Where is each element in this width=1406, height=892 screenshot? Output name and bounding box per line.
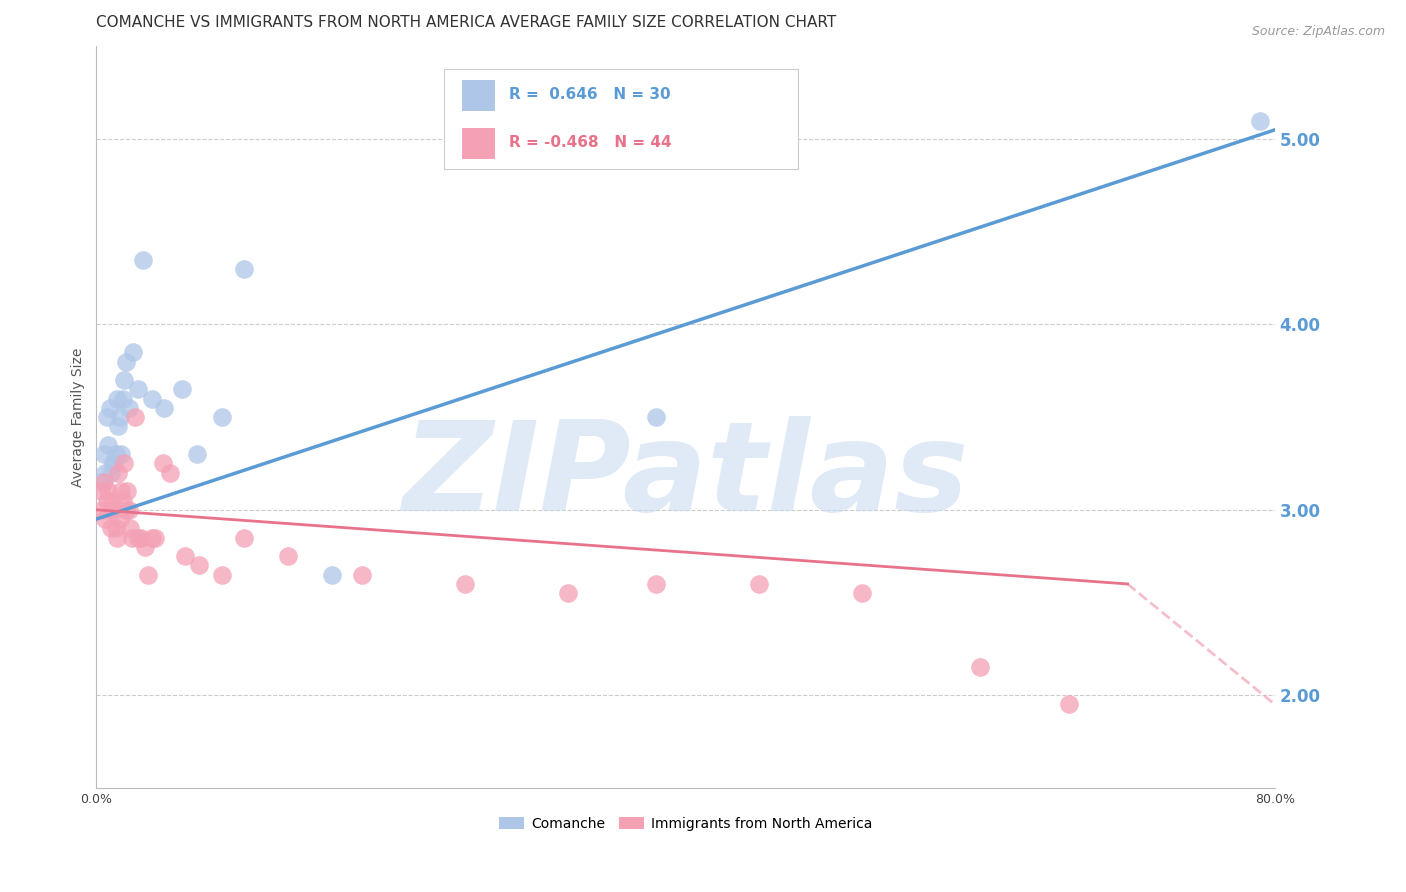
Point [93,475,115,489]
Text: COMANCHE VS IMMIGRANTS FROM NORTH AMERICA AVERAGE FAMILY SIZE CORRELATION CHART: COMANCHE VS IMMIGRANTS FROM NORTH AMERIC… [97,15,837,30]
Point [112,457,135,471]
Point [127,531,149,545]
Point [97,484,120,499]
Text: R = -0.468   N = 44: R = -0.468 N = 44 [509,135,672,150]
Point [134,540,156,554]
Point [94,512,117,526]
Text: Source: ZipAtlas.com: Source: ZipAtlas.com [1251,25,1385,38]
Point [211,410,233,425]
Point [105,392,128,406]
Point [851,586,873,600]
FancyBboxPatch shape [444,69,797,169]
Point [118,401,141,415]
Point [969,660,991,674]
Point [453,577,475,591]
FancyBboxPatch shape [461,79,495,111]
Point [103,503,125,517]
Point [170,382,193,396]
Point [118,503,141,517]
Point [110,447,132,461]
Point [132,252,155,267]
Point [90,475,112,489]
Point [153,401,176,415]
Point [103,457,125,471]
Point [350,567,373,582]
Point [143,531,166,545]
Point [152,457,174,471]
Text: R =  0.646   N = 30: R = 0.646 N = 30 [509,87,671,102]
Point [124,410,146,425]
Point [141,392,163,406]
Point [232,531,254,545]
Point [277,549,299,563]
Point [557,586,579,600]
Point [159,466,181,480]
Point [121,531,143,545]
Point [93,447,115,461]
Point [1057,698,1080,712]
Point [129,531,152,545]
Point [122,345,145,359]
Point [100,466,122,480]
Point [127,382,149,396]
Point [232,261,254,276]
Legend: Comanche, Immigrants from North America: Comanche, Immigrants from North America [494,812,877,837]
Point [111,392,134,406]
Point [108,512,131,526]
Point [110,484,132,499]
Point [111,493,134,508]
Point [96,493,118,508]
Point [105,531,128,545]
Point [101,457,124,471]
Point [136,567,159,582]
Point [104,447,127,461]
Text: ZIPatlas: ZIPatlas [402,416,969,537]
Point [97,438,120,452]
Point [321,567,343,582]
Point [188,558,211,573]
Point [645,577,668,591]
Point [117,484,139,499]
Point [108,410,131,425]
Point [90,484,112,499]
Point [98,503,121,517]
Point [104,521,127,535]
FancyBboxPatch shape [461,128,495,159]
Point [107,466,129,480]
Point [748,577,770,591]
Point [112,373,135,387]
Point [211,567,233,582]
Point [107,419,129,434]
Point [96,410,118,425]
Point [98,401,121,415]
Point [120,521,142,535]
Point [173,549,195,563]
Point [94,466,117,480]
Point [101,493,124,508]
Point [114,354,136,368]
Point [645,410,668,425]
Point [186,447,208,461]
Point [114,503,136,517]
Point [100,521,122,535]
Point [1249,113,1271,128]
Point [91,503,114,517]
Y-axis label: Average Family Size: Average Family Size [72,348,86,487]
Point [141,531,163,545]
